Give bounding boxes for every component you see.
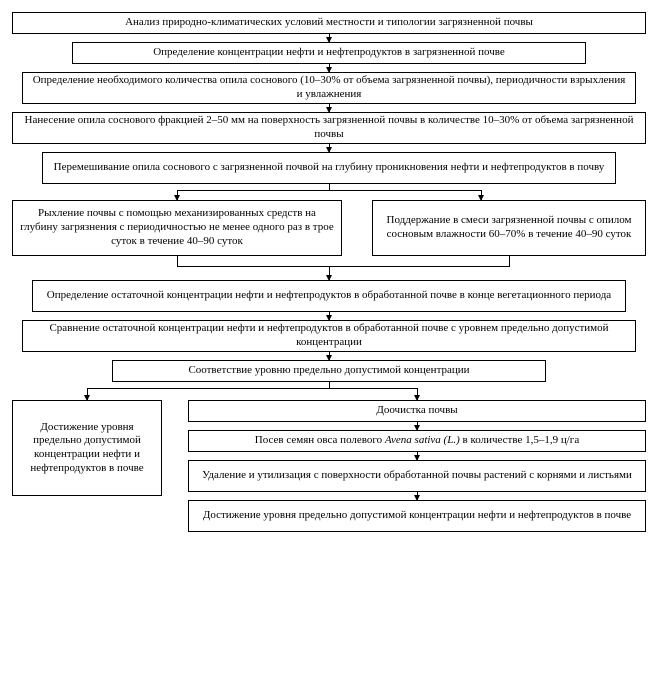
- arrow: [329, 312, 330, 320]
- arrow: [329, 34, 330, 42]
- node-moisture: Поддержание в смеси загрязненной почвы с…: [372, 200, 646, 256]
- node-concentration: Определение концентрации нефти и нефтепр…: [72, 42, 586, 64]
- sowing-text-pre: Посев семян овса полевого: [255, 434, 385, 446]
- node-purification: Доочистка почвы: [188, 400, 646, 422]
- arrow: [87, 388, 88, 400]
- node-removal: Удаление и утилизация с поверхности обра…: [188, 460, 646, 492]
- connector: [177, 190, 482, 191]
- node-application: Нанесение опила соснового фракцией 2–50 …: [12, 112, 646, 144]
- flowchart-container: Анализ природно-климатических условий ме…: [12, 12, 646, 672]
- node-mixing: Перемешивание опила соснового с загрязне…: [42, 152, 616, 184]
- connector: [177, 256, 178, 266]
- node-sowing: Посев семян овса полевого Avena sativa (…: [188, 430, 646, 452]
- node-compare: Сравнение остаточной концентрации нефти …: [22, 320, 636, 352]
- arrow: [417, 388, 418, 400]
- arrow: [329, 266, 330, 280]
- node-residual: Определение остаточной концентрации нефт…: [32, 280, 626, 312]
- node-achieved-right: Достижение уровня предельно допустимой к…: [188, 500, 646, 532]
- node-loosening: Рыхление почвы с помощью механизированны…: [12, 200, 342, 256]
- node-compliance: Соответствие уровню предельно допустимой…: [112, 360, 546, 382]
- arrow: [481, 190, 482, 200]
- arrow: [329, 104, 330, 112]
- arrow: [329, 64, 330, 72]
- arrow: [177, 190, 178, 200]
- sowing-text-post: в количестве 1,5–1,9 ц/га: [460, 434, 579, 446]
- arrow: [417, 492, 418, 500]
- node-achieved-left: Достижение уровня предельно допустимой к…: [12, 400, 162, 496]
- arrow: [329, 352, 330, 360]
- arrow: [417, 422, 418, 430]
- arrow: [329, 144, 330, 152]
- connector: [177, 266, 510, 267]
- connector: [87, 388, 417, 389]
- node-amount: Определение необходимого количества опил…: [22, 72, 636, 104]
- connector: [509, 256, 510, 266]
- sowing-text-latin: Avena sativa (L.): [385, 434, 460, 446]
- node-analysis: Анализ природно-климатических условий ме…: [12, 12, 646, 34]
- arrow: [417, 452, 418, 460]
